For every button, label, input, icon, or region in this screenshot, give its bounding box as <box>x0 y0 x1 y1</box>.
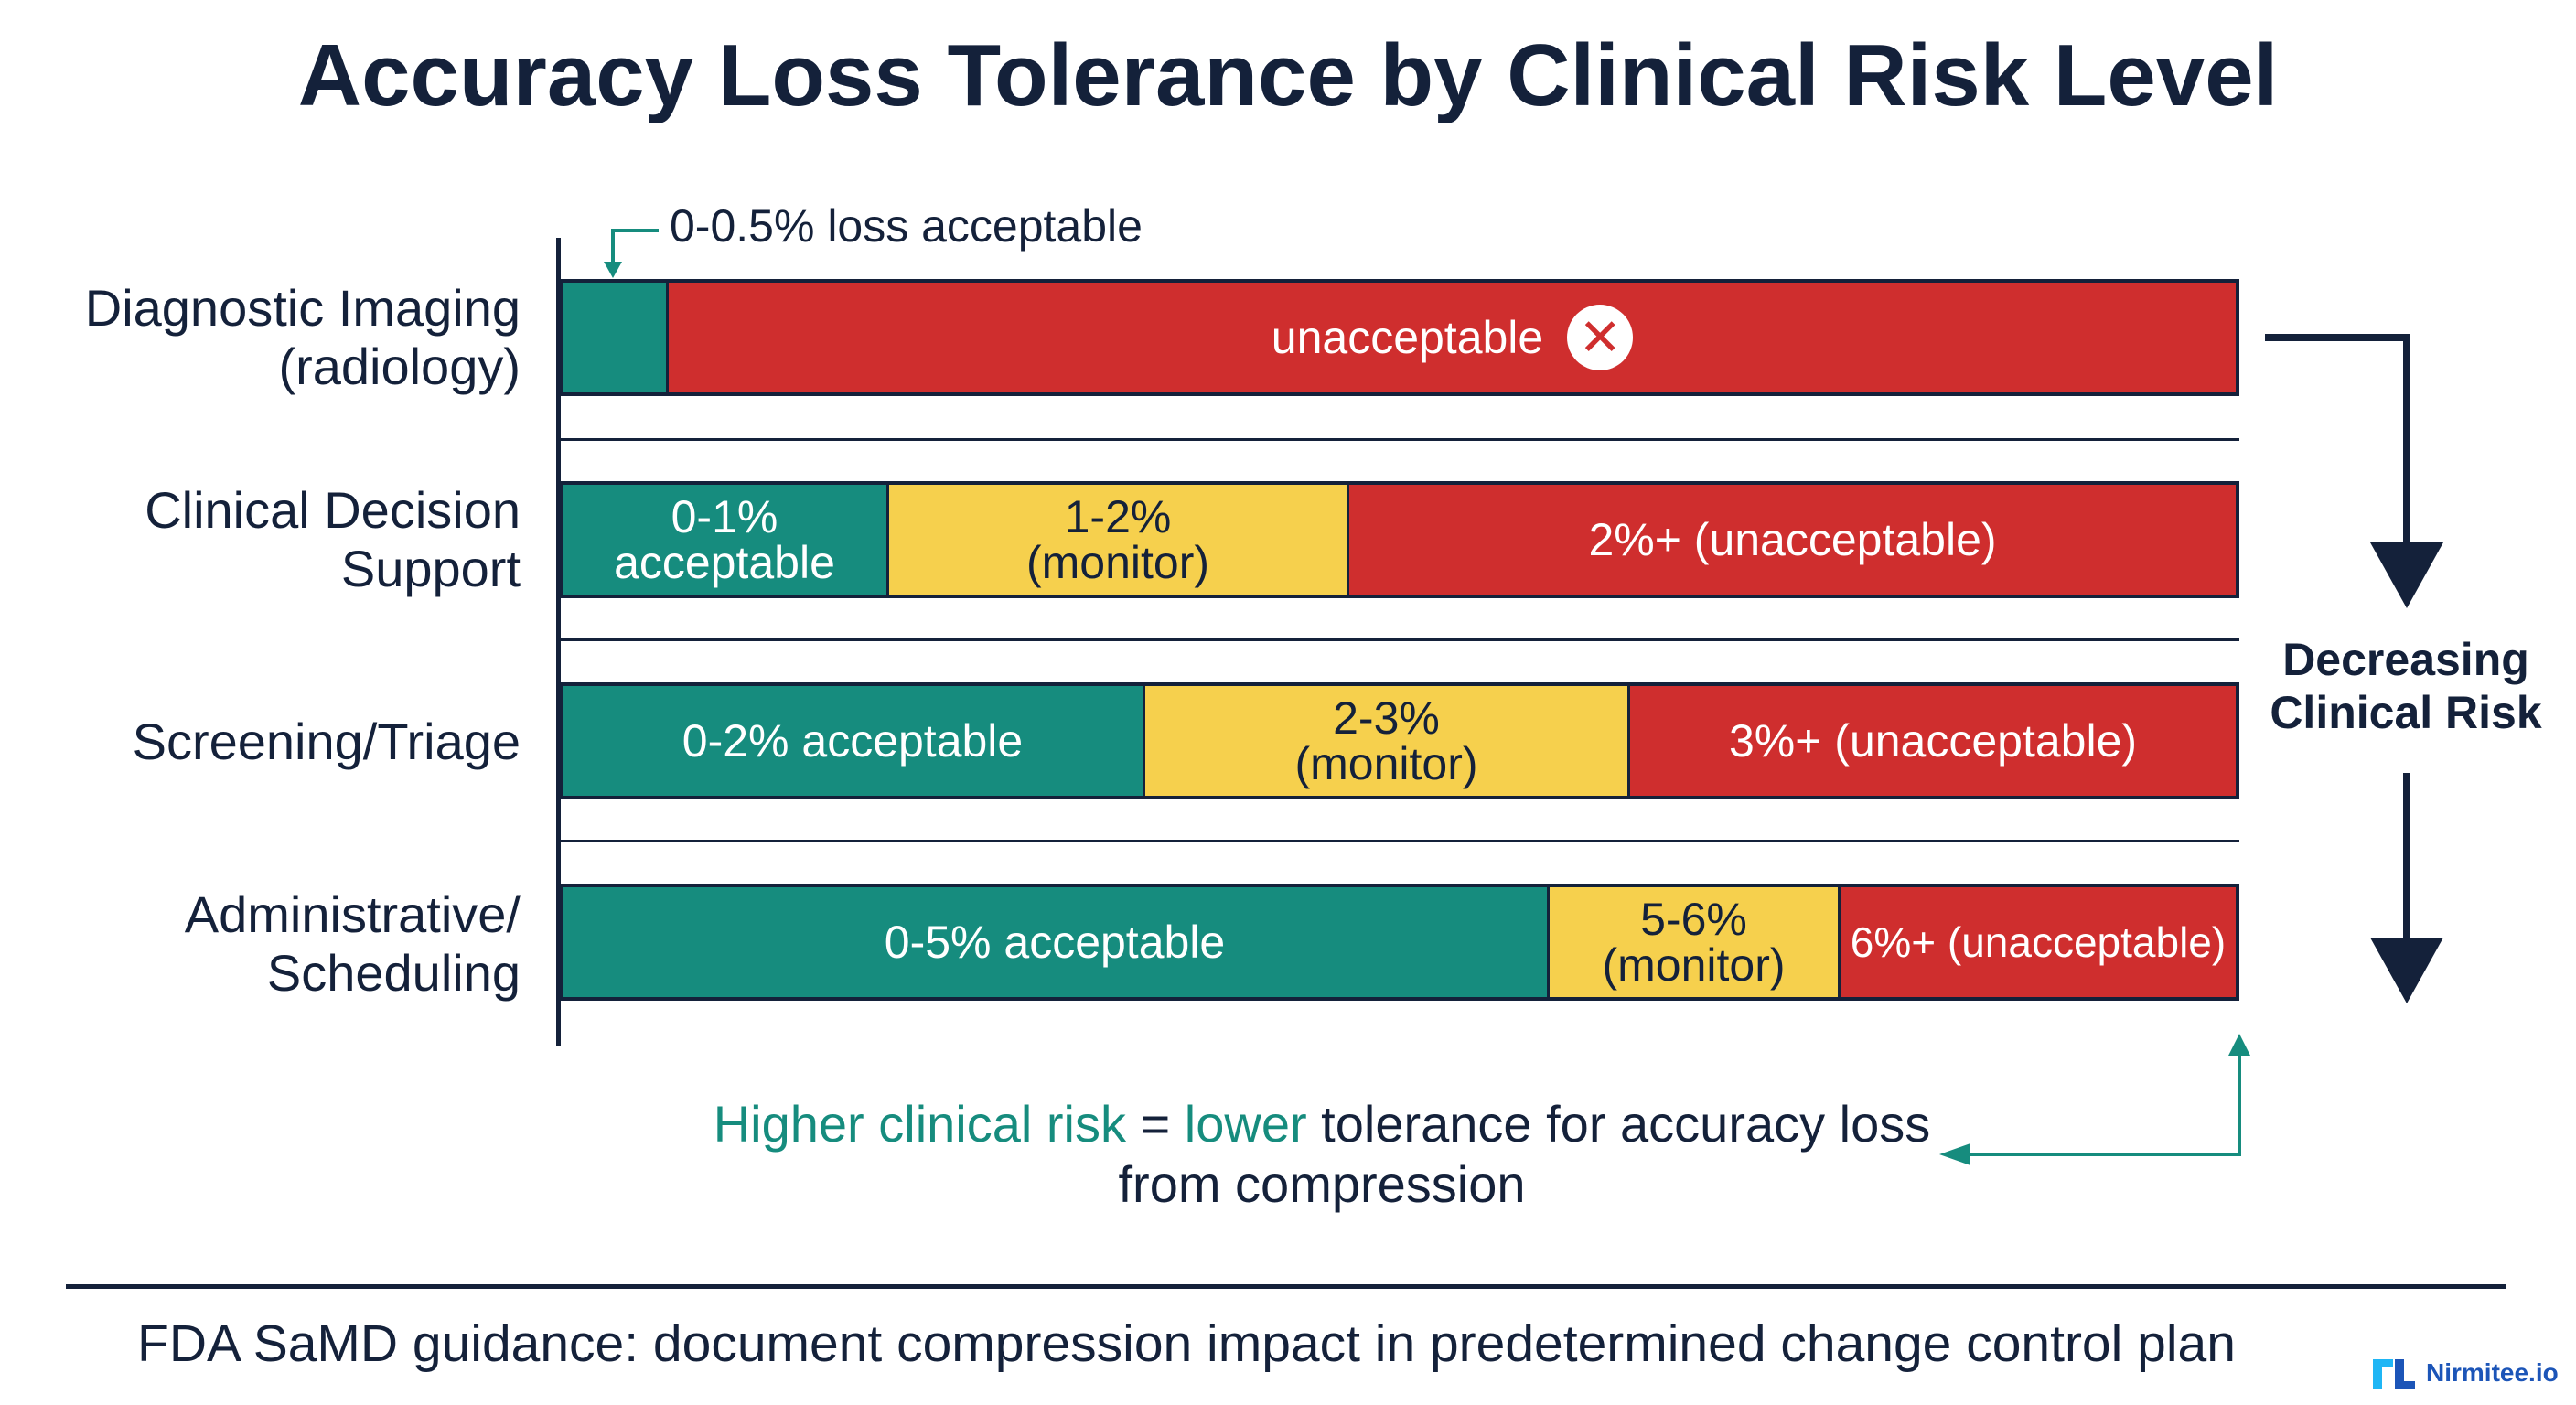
segment-unacceptable: 2%+ (unacceptable) <box>1347 485 2236 595</box>
note-tolerance: tolerance for accuracy loss <box>1306 1095 1931 1153</box>
bar-clinical-decision-support: 0-1% acceptable 1-2% (monitor) 2%+ (unac… <box>559 481 2239 598</box>
row-label-clinical-decision-support: Clinical Decision Support <box>145 481 521 597</box>
segment-monitor: 5-6% (monitor) <box>1547 887 1838 997</box>
row-separator <box>559 438 2239 441</box>
bar-diagnostic-imaging: unacceptable ✕ <box>559 279 2239 396</box>
segment-unacceptable: 3%+ (unacceptable) <box>1627 686 2236 796</box>
segment-monitor: 2-3% (monitor) <box>1143 686 1627 796</box>
segment-acceptable: 0-1% acceptable <box>563 485 886 595</box>
segment-acceptable: 0-5% acceptable <box>563 887 1547 997</box>
segment-label: unacceptable <box>1271 312 1544 363</box>
note-higher-risk: Higher clinical risk <box>713 1095 1126 1153</box>
y-axis-line <box>556 238 561 1046</box>
summary-note: Higher clinical risk = lower tolerance f… <box>549 1094 2095 1215</box>
bar-administrative-scheduling: 0-5% acceptable 5-6% (monitor) 6%+ (unac… <box>559 884 2239 1001</box>
segment-acceptable <box>563 283 666 392</box>
row-label-administrative-scheduling: Administrative/ Scheduling <box>184 885 521 1002</box>
note-equals: = <box>1125 1095 1185 1153</box>
page-title: Accuracy Loss Tolerance by Clinical Risk… <box>297 27 2279 124</box>
segment-unacceptable: 6%+ (unacceptable) <box>1838 887 2236 997</box>
segment-acceptable: 0-2% acceptable <box>563 686 1143 796</box>
callout-label: 0-0.5% loss acceptable <box>670 200 1143 252</box>
note-line2: from compression <box>1118 1155 1526 1213</box>
footer-divider <box>66 1284 2506 1289</box>
bar-screening-triage: 0-2% acceptable 2-3% (monitor) 3%+ (unac… <box>559 682 2239 799</box>
row-label-screening-triage: Screening/Triage <box>132 713 521 770</box>
decreasing-risk-label: Decreasing Clinical Risk <box>2270 634 2542 738</box>
footer-text: FDA SaMD guidance: document compression … <box>137 1314 2236 1373</box>
row-separator <box>559 638 2239 641</box>
segment-monitor: 1-2% (monitor) <box>886 485 1347 595</box>
brand-logo: Nirmitee.io <box>2366 1352 2566 1394</box>
x-circle-icon: ✕ <box>1567 305 1634 370</box>
row-label-diagnostic-imaging: Diagnostic Imaging (radiology) <box>84 279 521 395</box>
callout-arrow-icon <box>604 229 659 278</box>
segment-unacceptable: unacceptable ✕ <box>666 283 2236 392</box>
note-lower: lower <box>1184 1095 1307 1153</box>
logo-text: Nirmitee.io <box>2426 1358 2559 1387</box>
note-arrow-icon <box>1939 1034 2250 1165</box>
decreasing-risk-arrow-icon <box>2265 334 2443 1003</box>
nirmitee-logo-icon <box>2373 1359 2415 1389</box>
row-separator <box>559 840 2239 842</box>
